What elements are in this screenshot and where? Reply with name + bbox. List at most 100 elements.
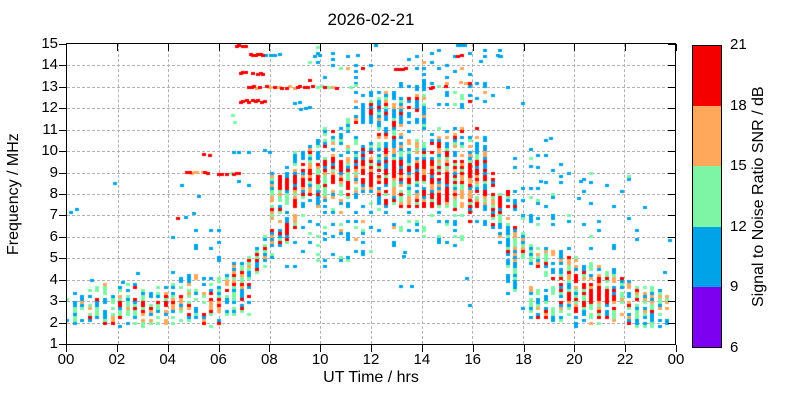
y-tick-mark-left [59,301,66,303]
y-tick-label: 3 [49,292,58,310]
x-tick-mark-bottom [167,345,169,352]
x-tick-mark-bottom [472,345,474,352]
x-tick-mark-top [218,44,220,51]
y-tick-mark-right [668,151,675,153]
x-tick-mark-top [676,44,677,51]
x-tick-mark-bottom [625,345,627,352]
x-tick-label: 08 [260,351,278,368]
x-tick-label: 22 [616,351,634,368]
y-tick-mark-right [668,279,675,281]
y-tick-label: 4 [49,270,58,288]
y-tick-label: 15 [41,35,58,52]
y-tick-mark-right [668,236,675,238]
x-tick-mark-top [116,44,118,51]
x-tick-mark-bottom [320,345,322,352]
x-tick-label: 12 [362,351,380,368]
x-tick-mark-top [371,44,372,51]
scatter-canvas [67,44,675,344]
y-tick-mark-right [668,86,675,88]
y-tick-mark-right [668,322,675,324]
x-tick-label: 00 [667,351,685,368]
y-tick-label: 2 [49,313,58,331]
y-tick-mark-right [668,65,675,67]
y-tick-mark-right [668,108,675,110]
y-tick-mark-right [668,344,675,345]
y-tick-label: 7 [49,206,58,224]
y-tick-mark-left [59,258,66,260]
y-tick-label: 13 [41,77,58,95]
x-tick-label: 02 [108,351,126,368]
plot-area [66,43,676,345]
x-tick-mark-top [269,44,271,51]
x-tick-mark-top [472,44,474,51]
y-tick-mark-right [668,301,675,303]
y-tick-mark-right [668,129,675,131]
y-tick-label: 12 [41,99,58,117]
colorbar-segment-red [693,46,721,107]
x-tick-mark-top [574,44,576,51]
x-axis-label: UT Time / hrs [323,369,419,386]
y-tick-label: 5 [49,249,58,267]
y-tick-mark-left [59,194,66,195]
x-tick-mark-bottom [218,345,220,352]
y-tick-label: 6 [49,227,58,245]
y-tick-mark-left [59,279,66,281]
x-tick-mark-top [523,44,525,51]
y-tick-mark-left [59,44,66,45]
y-tick-label: 14 [41,56,58,74]
y-axis-label: Frequency / MHz [5,133,22,255]
y-tick-mark-left [59,215,66,217]
x-tick-mark-top [625,44,627,51]
x-tick-label: 04 [159,351,176,368]
colorbar-tick-label: 9 [730,278,739,296]
x-tick-mark-bottom [116,345,118,352]
colorbar-tick-label: 12 [730,217,747,235]
y-tick-mark-left [59,65,66,67]
y-tick-label: 11 [42,120,58,138]
colorbar-segment-green [693,166,721,227]
x-tick-label: 16 [464,351,481,368]
x-tick-mark-top [421,44,423,51]
x-tick-label: 00 [57,351,75,368]
colorbar-tick-label: 6 [730,339,739,356]
y-tick-mark-right [668,172,675,174]
x-tick-mark-bottom [523,345,525,352]
y-tick-mark-right [668,44,675,45]
y-tick-label: 10 [41,142,58,160]
y-tick-mark-left [59,86,66,88]
x-tick-label: 06 [210,351,227,368]
y-tick-label: 1 [49,335,58,352]
chart-title: 2026-02-21 [327,10,415,29]
x-tick-mark-bottom [66,345,67,352]
colorbar [692,45,722,348]
colorbar-label: Signal to Noise Ratio SNR / dB [750,86,767,307]
y-tick-mark-right [668,215,675,217]
y-tick-mark-left [59,322,66,324]
colorbar-tick-label: 18 [730,96,747,114]
x-tick-mark-bottom [371,345,372,352]
y-tick-label: 9 [49,163,58,181]
colorbar-tick-label: 15 [730,157,747,175]
y-tick-mark-right [668,258,675,260]
x-tick-mark-top [320,44,322,51]
y-tick-mark-left [59,172,66,174]
x-tick-mark-bottom [676,345,677,352]
x-tick-label: 10 [311,351,329,368]
y-tick-label: 8 [49,185,58,202]
y-tick-mark-left [59,151,66,153]
x-tick-mark-top [66,44,67,51]
y-tick-mark-left [59,129,66,131]
y-tick-mark-left [59,108,66,110]
y-tick-mark-left [59,236,66,238]
x-tick-mark-bottom [574,345,576,352]
colorbar-tick-label: 21 [730,36,747,53]
y-tick-mark-right [668,194,675,195]
x-tick-label: 18 [515,351,532,368]
x-tick-mark-bottom [269,345,271,352]
x-tick-mark-top [167,44,169,51]
colorbar-segment-orange [693,106,721,167]
y-tick-mark-left [59,344,66,345]
colorbar-segment-purple [693,286,721,348]
x-tick-mark-bottom [421,345,423,352]
